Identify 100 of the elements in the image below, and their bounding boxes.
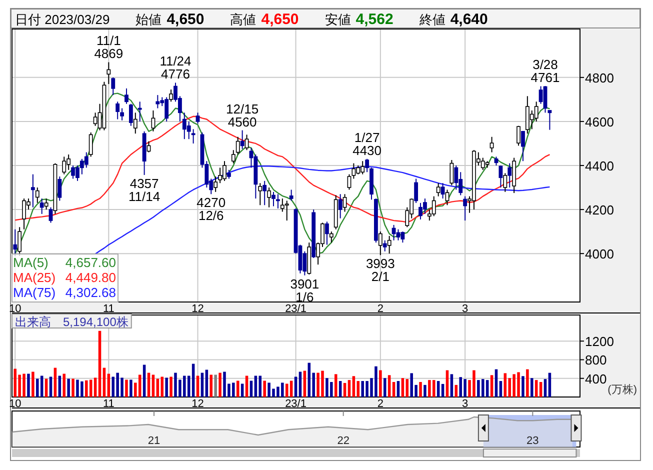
candlestick	[128, 103, 133, 126]
x-tick-label: 11	[102, 303, 114, 315]
bar	[490, 375, 494, 397]
candlestick	[365, 158, 370, 173]
bar	[85, 380, 88, 397]
bar	[130, 380, 132, 397]
bar	[379, 370, 382, 397]
bar	[192, 364, 195, 397]
annotation: 4,657.60	[65, 255, 116, 270]
text: 高値	[230, 12, 256, 27]
candlestick	[124, 88, 128, 104]
bar	[303, 370, 306, 397]
candlestick	[329, 231, 334, 244]
candlestick	[538, 86, 543, 104]
candlestick	[13, 228, 18, 256]
bar	[392, 382, 396, 397]
candlestick	[498, 165, 503, 188]
x-tick-label: 23/1	[285, 398, 306, 410]
bar	[112, 376, 115, 397]
text: 4,640	[450, 11, 488, 28]
y-tick-label: 4000	[585, 246, 614, 262]
bar	[544, 379, 547, 397]
bar	[285, 384, 288, 397]
bar	[343, 382, 346, 397]
text: 日付 2023/03/29	[15, 12, 110, 27]
candlestick	[445, 189, 450, 206]
bar	[388, 375, 391, 397]
chart-title: 出来高 5,194,100株	[15, 315, 128, 329]
series-label: MA(5)	[13, 255, 48, 270]
bar	[240, 384, 244, 397]
bar	[49, 376, 52, 397]
bar	[499, 381, 502, 397]
bar	[142, 364, 146, 397]
bar	[62, 374, 66, 397]
bar	[539, 382, 542, 397]
candlestick	[30, 174, 35, 208]
candlestick	[186, 120, 191, 140]
candlestick	[106, 62, 111, 85]
bar	[89, 380, 92, 397]
bar	[36, 378, 39, 397]
bar	[424, 384, 426, 397]
bar	[446, 370, 449, 397]
text: 4,562	[356, 11, 394, 28]
bar	[396, 381, 400, 397]
y-tick-label: 4600	[585, 114, 614, 130]
candlestick	[169, 89, 173, 102]
bar	[356, 381, 360, 397]
annotation: 11/24 4776	[160, 54, 192, 82]
bar	[102, 368, 106, 397]
candlestick	[120, 108, 124, 121]
annotation: 11/1 4869	[94, 33, 124, 62]
bar	[160, 376, 164, 397]
bar	[530, 378, 534, 397]
bar	[406, 379, 409, 397]
bar	[67, 378, 70, 397]
annotation: 3901 1/6	[290, 276, 320, 304]
candlestick	[521, 130, 525, 162]
candlestick	[382, 240, 387, 252]
candlestick	[218, 167, 222, 184]
candlestick	[338, 194, 342, 219]
candlestick	[352, 162, 356, 180]
bar	[218, 372, 222, 397]
bar	[138, 374, 142, 397]
bar	[441, 384, 444, 397]
candlestick	[35, 187, 40, 204]
candlestick	[196, 112, 200, 124]
x-tick-label: 23/1	[285, 303, 306, 315]
text: 終値	[418, 12, 446, 27]
x-tick-label: 22	[337, 435, 350, 447]
text: 始値	[136, 12, 162, 27]
bar	[454, 384, 458, 397]
x-tick-label: 23	[526, 435, 539, 447]
candlestick	[454, 165, 458, 190]
candlestick	[244, 134, 249, 151]
y-tick-label: 800	[585, 352, 607, 368]
candlestick	[490, 136, 494, 153]
bar	[72, 378, 74, 397]
candlestick	[396, 228, 400, 241]
bar	[152, 374, 155, 397]
candlestick	[62, 156, 66, 175]
bar	[236, 380, 240, 397]
candlestick	[48, 206, 53, 224]
text: MA(75)	[13, 285, 56, 300]
candlestick	[436, 182, 440, 197]
annotation: 4,449.80	[65, 270, 116, 285]
annotation: 4270 12/6	[196, 195, 226, 224]
bar	[165, 378, 168, 397]
candlestick	[440, 182, 445, 200]
candlestick	[258, 182, 262, 206]
candlestick	[432, 196, 436, 217]
candlestick	[387, 235, 392, 254]
bar	[534, 380, 538, 397]
bar	[352, 376, 356, 397]
bar	[290, 380, 293, 397]
bar	[308, 362, 311, 397]
bar	[504, 373, 507, 397]
bar	[548, 372, 552, 397]
bar	[205, 370, 208, 397]
candlestick	[463, 196, 468, 222]
candlestick	[284, 200, 289, 222]
